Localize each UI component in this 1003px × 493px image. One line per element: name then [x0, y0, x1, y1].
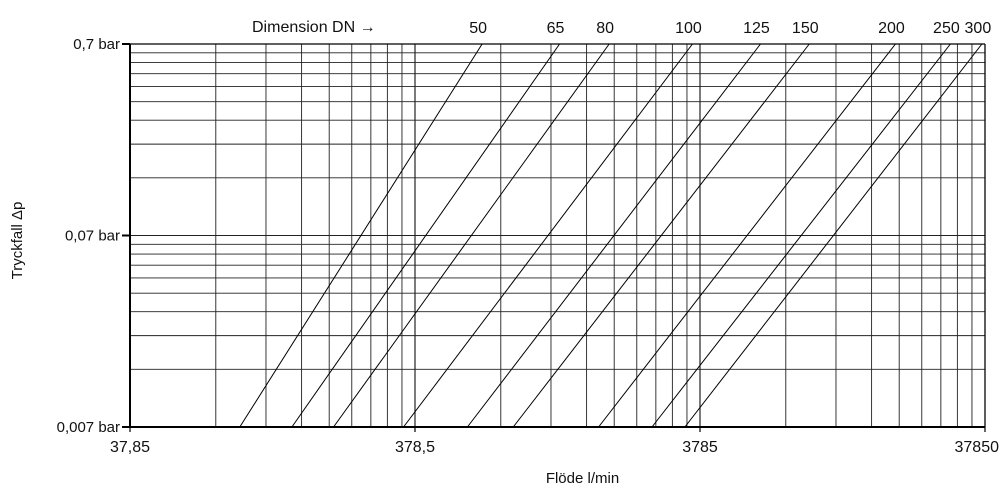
series-line-dn-50 [239, 43, 483, 428]
series-line-dn-125 [467, 43, 761, 428]
series-label-dn-250: 250 [933, 20, 960, 37]
y-tick-label: 0,007 bar [57, 419, 120, 436]
axes [122, 43, 986, 432]
x-tick-label: 378,5 [395, 439, 435, 456]
series-label-dn-80: 80 [596, 20, 614, 37]
labels: 50 65 80 100 125 150 200 250 300 Dimension DN → 37… [9, 19, 999, 487]
series-label-dn-150: 150 [792, 20, 819, 37]
series-label-dn-125: 125 [743, 20, 770, 37]
series-line-dn-150 [512, 43, 810, 428]
dn-lines [239, 43, 983, 428]
y-axis-title: Tryckfall Δp [9, 202, 26, 280]
series-label-dn-65: 65 [547, 20, 565, 37]
series-line-dn-250 [651, 43, 951, 428]
series-line-dn-100 [403, 43, 693, 428]
series-label-dn-50: 50 [469, 20, 487, 37]
series-line-dn-80 [333, 43, 610, 428]
x-tick-label: 37,85 [110, 439, 150, 456]
series-line-dn-200 [598, 43, 896, 428]
series-label-dn-100: 100 [675, 20, 702, 37]
series-label-dn-200: 200 [878, 20, 905, 37]
series-line-dn-300 [684, 43, 983, 428]
series-label-dn-300: 300 [965, 20, 992, 37]
y-tick-label: 0,07 bar [65, 228, 120, 245]
x-axis-title: Flöde l/min [546, 470, 619, 487]
dimension-title: Dimension DN → [252, 19, 376, 36]
y-tick-label: 0,7 bar [73, 36, 120, 53]
x-tick-label: 3785 [682, 439, 718, 456]
x-tick-label: 37850 [955, 439, 1000, 456]
series-line-dn-65 [291, 43, 560, 428]
